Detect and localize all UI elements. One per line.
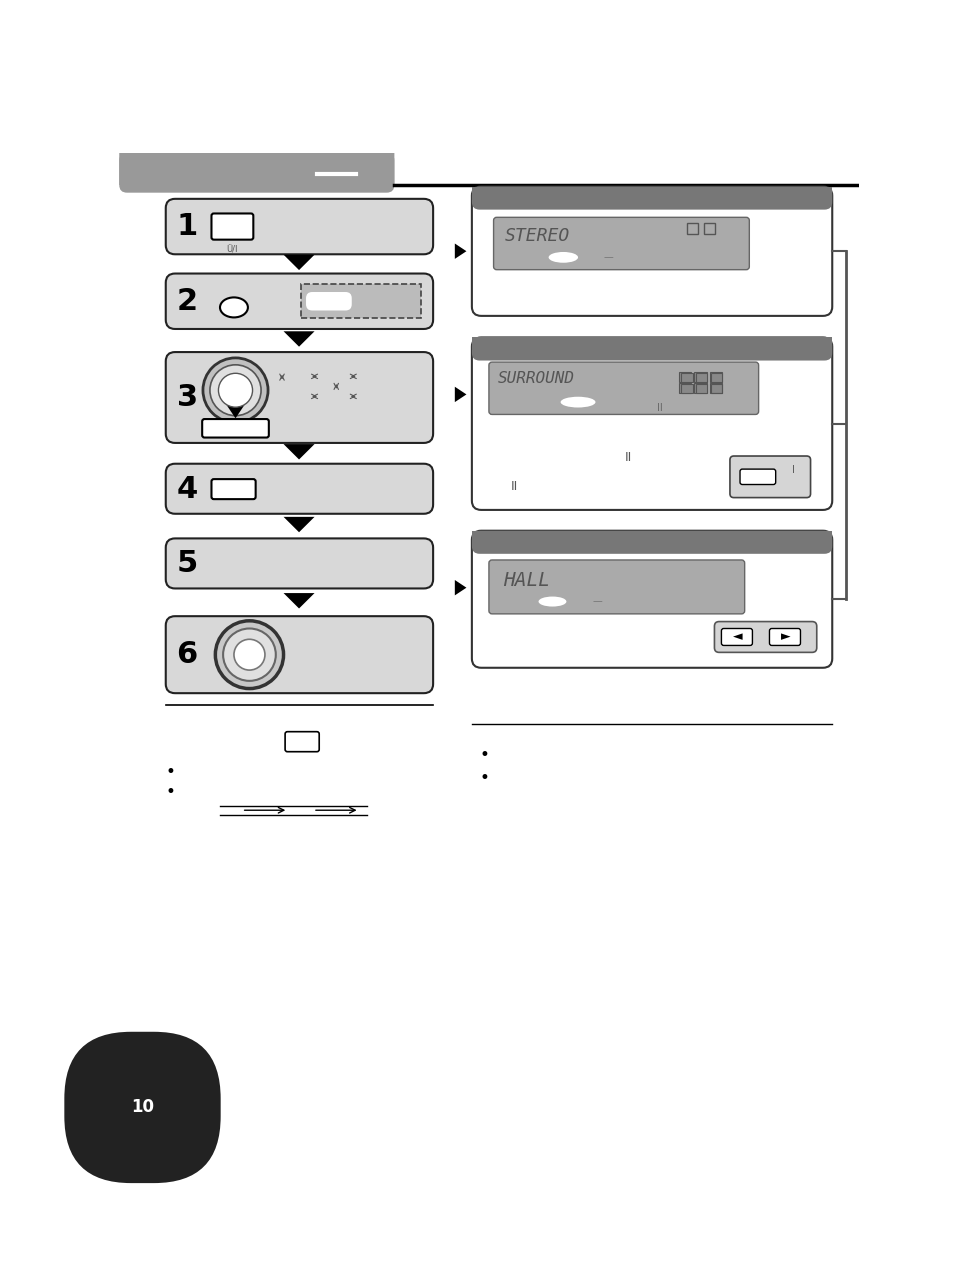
Text: ►: ► bbox=[781, 631, 790, 644]
Text: HALL: HALL bbox=[502, 571, 549, 590]
FancyBboxPatch shape bbox=[493, 218, 748, 270]
FancyBboxPatch shape bbox=[119, 153, 394, 192]
Bar bbox=[679, 383, 691, 393]
FancyBboxPatch shape bbox=[488, 363, 758, 415]
Circle shape bbox=[210, 365, 261, 416]
FancyBboxPatch shape bbox=[472, 187, 831, 210]
Ellipse shape bbox=[537, 597, 566, 607]
Text: •: • bbox=[166, 763, 175, 781]
Text: 1: 1 bbox=[176, 212, 197, 242]
Text: 5: 5 bbox=[176, 550, 197, 579]
Bar bbox=[472, 530, 831, 544]
FancyBboxPatch shape bbox=[472, 187, 831, 315]
Bar bbox=[694, 373, 706, 382]
Text: ◄: ◄ bbox=[732, 631, 741, 644]
Bar bbox=[710, 373, 721, 382]
Text: II: II bbox=[624, 452, 632, 464]
FancyBboxPatch shape bbox=[488, 560, 744, 614]
Text: 10: 10 bbox=[131, 1099, 153, 1117]
FancyBboxPatch shape bbox=[166, 273, 433, 329]
Circle shape bbox=[218, 373, 253, 407]
Circle shape bbox=[233, 640, 265, 670]
Text: STEREO: STEREO bbox=[505, 226, 570, 244]
Bar bbox=[703, 224, 715, 234]
FancyBboxPatch shape bbox=[472, 530, 831, 668]
Polygon shape bbox=[226, 404, 245, 418]
Bar bbox=[680, 373, 692, 382]
Polygon shape bbox=[283, 593, 314, 608]
Text: 6: 6 bbox=[176, 640, 197, 669]
Polygon shape bbox=[283, 516, 314, 532]
Polygon shape bbox=[283, 444, 314, 459]
Ellipse shape bbox=[548, 252, 578, 263]
FancyBboxPatch shape bbox=[212, 214, 253, 239]
Polygon shape bbox=[283, 331, 314, 347]
FancyBboxPatch shape bbox=[740, 469, 775, 485]
Text: 4: 4 bbox=[176, 474, 197, 504]
FancyBboxPatch shape bbox=[166, 464, 433, 514]
Bar bbox=[301, 285, 421, 318]
Polygon shape bbox=[455, 387, 466, 402]
Circle shape bbox=[223, 628, 275, 681]
Text: •: • bbox=[479, 768, 489, 787]
Text: •: • bbox=[479, 745, 489, 763]
Bar bbox=[472, 187, 831, 201]
FancyBboxPatch shape bbox=[720, 628, 752, 645]
FancyBboxPatch shape bbox=[472, 337, 831, 510]
Circle shape bbox=[215, 621, 283, 688]
Polygon shape bbox=[455, 243, 466, 259]
Bar bbox=[695, 384, 707, 393]
FancyBboxPatch shape bbox=[769, 628, 800, 645]
Bar bbox=[709, 383, 721, 393]
Text: 2: 2 bbox=[176, 286, 197, 315]
FancyBboxPatch shape bbox=[212, 480, 255, 499]
Polygon shape bbox=[455, 580, 466, 595]
FancyBboxPatch shape bbox=[166, 616, 433, 693]
FancyBboxPatch shape bbox=[166, 352, 433, 443]
Polygon shape bbox=[283, 254, 314, 270]
Bar bbox=[709, 373, 721, 382]
FancyBboxPatch shape bbox=[166, 198, 433, 254]
Bar bbox=[680, 384, 692, 393]
Text: II: II bbox=[511, 481, 517, 494]
FancyBboxPatch shape bbox=[285, 731, 319, 752]
FancyBboxPatch shape bbox=[119, 153, 394, 184]
Bar bbox=[679, 373, 691, 382]
Text: •: • bbox=[166, 782, 175, 801]
Circle shape bbox=[203, 357, 268, 422]
Bar bbox=[694, 383, 706, 393]
Ellipse shape bbox=[220, 298, 248, 318]
FancyBboxPatch shape bbox=[472, 530, 831, 553]
Bar bbox=[695, 373, 707, 382]
Ellipse shape bbox=[560, 397, 595, 407]
Text: II: II bbox=[656, 403, 661, 413]
FancyBboxPatch shape bbox=[306, 293, 352, 310]
FancyBboxPatch shape bbox=[202, 418, 269, 438]
FancyBboxPatch shape bbox=[729, 457, 810, 497]
Text: Ü/I: Ü/I bbox=[227, 245, 238, 254]
FancyBboxPatch shape bbox=[472, 337, 831, 360]
Bar bbox=[686, 224, 698, 234]
Text: SURROUND: SURROUND bbox=[497, 371, 575, 387]
Text: 3: 3 bbox=[176, 383, 197, 412]
Text: I: I bbox=[791, 464, 794, 474]
Bar bbox=[472, 337, 831, 351]
Bar bbox=[710, 384, 721, 393]
FancyBboxPatch shape bbox=[714, 622, 816, 653]
Text: —: — bbox=[592, 597, 601, 607]
Text: —: — bbox=[602, 252, 613, 262]
FancyBboxPatch shape bbox=[166, 538, 433, 589]
